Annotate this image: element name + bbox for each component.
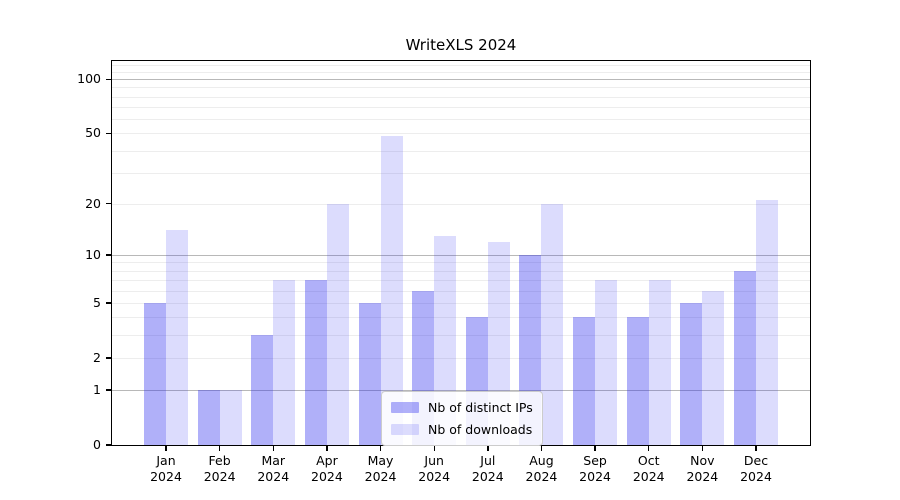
- minor-gridline: [112, 87, 810, 89]
- x-tick: [379, 446, 382, 451]
- x-tick-label: Dec 2024: [740, 453, 772, 484]
- minor-gridline: [112, 317, 810, 319]
- x-tick: [540, 446, 543, 451]
- legend-label-distinct-ips: Nb of distinct IPs: [428, 400, 533, 415]
- legend-swatch-distinct-ips: [391, 402, 419, 413]
- minor-gridline: [112, 290, 810, 292]
- x-tick: [326, 446, 328, 451]
- x-tick: [648, 446, 650, 451]
- y-tick: [106, 78, 112, 80]
- major-gridline: [112, 390, 810, 392]
- y-tick-label: 50: [85, 125, 101, 141]
- x-tick-label: Jun 2024: [418, 453, 451, 484]
- bar-downloads-1: [219, 390, 242, 445]
- minor-gridline: [112, 262, 810, 264]
- y-tick-label: 10: [85, 246, 101, 262]
- x-tick-label: Oct 2024: [632, 453, 665, 484]
- major-gridline: [112, 79, 810, 81]
- minor-gridline: [112, 270, 810, 272]
- bar-downloads-8: [595, 280, 618, 445]
- minor-gridline: [112, 64, 810, 66]
- bar-downloads-4: [380, 136, 403, 445]
- y-tick-label: 1: [93, 382, 101, 398]
- minor-gridline: [112, 133, 810, 135]
- bar-downloads-2: [273, 280, 296, 445]
- bar-ips-3: [304, 280, 327, 445]
- y-tick: [106, 254, 112, 256]
- y-tick-label: 0: [93, 437, 101, 452]
- bar-ips-8: [573, 317, 596, 445]
- bar-ips-0: [144, 302, 166, 445]
- x-tick-label: Sep 2024: [579, 453, 611, 484]
- minor-gridline: [112, 119, 810, 121]
- y-tick-label: 100: [77, 71, 101, 87]
- y-tick-label: 5: [93, 294, 101, 310]
- x-tick-label: Jan 2024: [150, 453, 182, 484]
- bar-downloads-7: [541, 203, 564, 445]
- minor-gridline: [112, 150, 810, 152]
- x-tick-label: May 2024: [364, 453, 397, 484]
- legend-item-distinct-ips: Nb of distinct IPs: [391, 399, 533, 416]
- x-tick: [594, 446, 596, 451]
- y-tick: [106, 357, 112, 359]
- bar-ips-11: [734, 270, 756, 445]
- x-tick: [433, 446, 435, 451]
- x-tick-label: Apr 2024: [311, 453, 343, 484]
- bar-ips-10: [680, 302, 703, 445]
- x-tick: [165, 446, 167, 451]
- x-tick-label: Feb 2024: [203, 453, 236, 484]
- legend-swatch-downloads: [391, 424, 419, 435]
- major-gridline: [112, 254, 810, 256]
- minor-gridline: [112, 203, 810, 205]
- bar-downloads-0: [166, 230, 188, 445]
- bar-ips-1: [197, 390, 220, 445]
- x-tick-label: Mar 2024: [257, 453, 290, 484]
- x-tick: [487, 446, 489, 451]
- legend-item-downloads: Nb of downloads: [391, 421, 533, 438]
- bar-downloads-3: [326, 203, 349, 445]
- x-tick-label: Aug 2024: [525, 453, 558, 484]
- x-tick: [219, 446, 221, 451]
- bar-downloads-9: [648, 280, 671, 445]
- minor-gridline: [112, 172, 810, 174]
- bar-ips-9: [626, 317, 649, 445]
- minor-gridline: [112, 280, 810, 282]
- minor-gridline: [112, 335, 810, 337]
- y-tick: [106, 444, 112, 446]
- x-tick-label: Jul 2024: [471, 453, 504, 484]
- y-tick: [106, 389, 112, 391]
- legend-label-downloads: Nb of downloads: [428, 422, 533, 437]
- bar-ips-4: [358, 302, 381, 445]
- minor-gridline: [112, 357, 810, 359]
- x-tick-label: Nov 2024: [686, 453, 719, 484]
- y-tick-label: 2: [93, 349, 101, 365]
- y-tick: [106, 132, 112, 135]
- y-tick: [106, 302, 112, 304]
- minor-gridline: [112, 107, 810, 109]
- legend: Nb of distinct IPs Nb of downloads: [381, 391, 543, 446]
- chart-title: WriteXLS 2024: [405, 36, 517, 54]
- x-tick: [701, 446, 704, 451]
- y-tick-label: 20: [85, 195, 101, 211]
- bar-downloads-10: [702, 290, 725, 445]
- minor-gridline: [112, 96, 810, 98]
- minor-gridline: [112, 71, 810, 73]
- plot-area: [112, 61, 810, 445]
- y-tick: [106, 203, 112, 205]
- x-tick: [272, 446, 274, 451]
- x-tick: [755, 446, 757, 451]
- minor-gridline: [112, 302, 810, 304]
- bar-ips-2: [251, 335, 274, 445]
- bar-downloads-11: [756, 199, 778, 445]
